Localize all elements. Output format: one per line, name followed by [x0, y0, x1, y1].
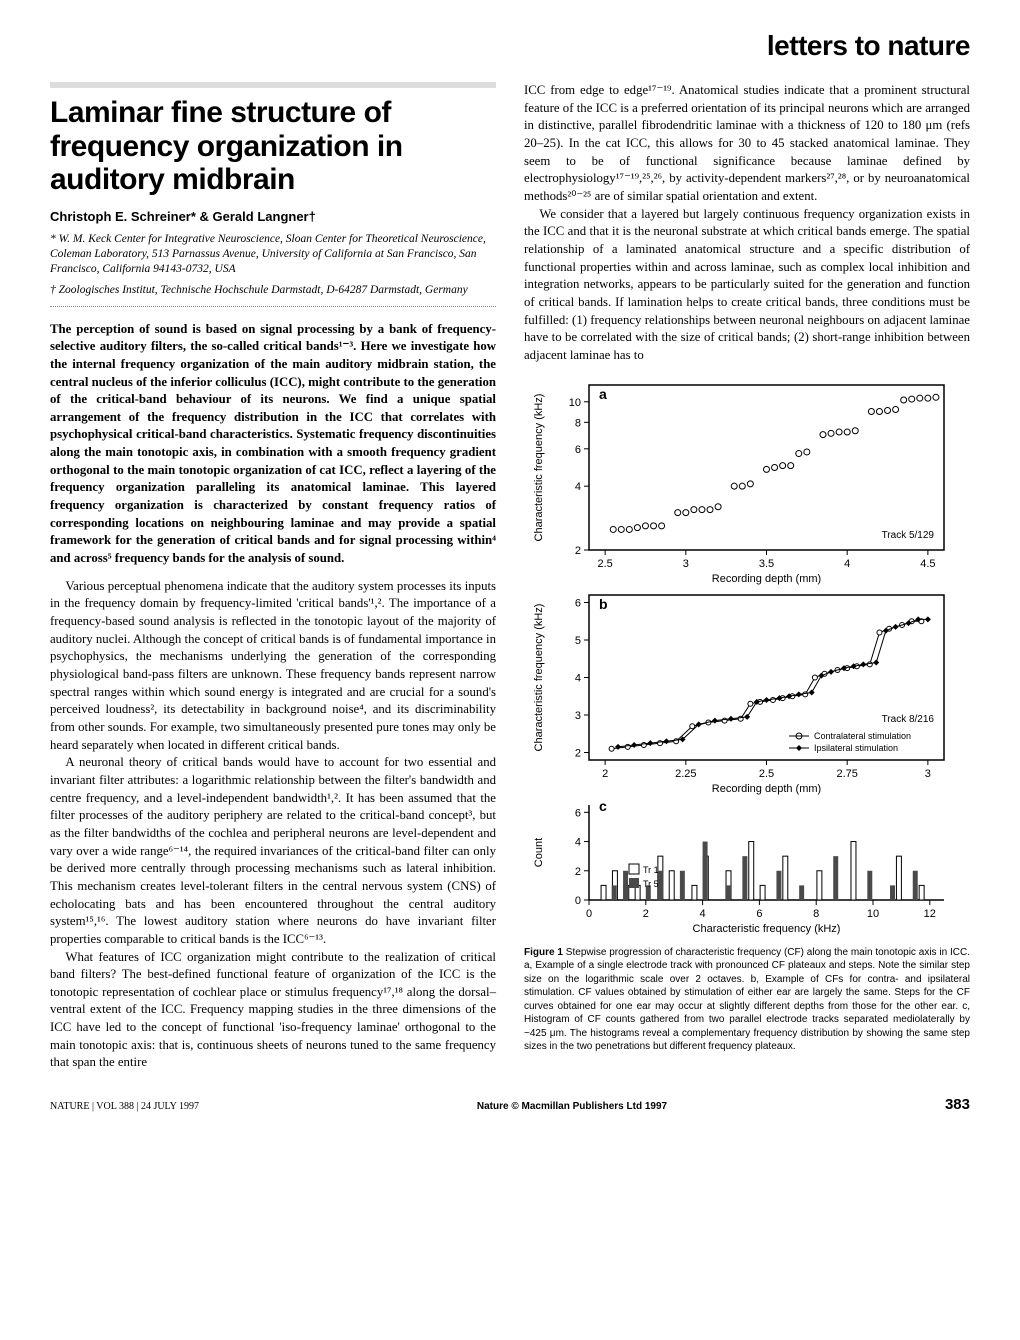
svg-text:2: 2 — [602, 768, 608, 780]
svg-text:0: 0 — [586, 908, 592, 920]
figure-1: a 2.5 3 3.5 4 4.5 2 4 6 8 10 Track 5/129 Characteris… — [524, 375, 970, 1054]
svg-text:10: 10 — [569, 396, 581, 408]
svg-text:b: b — [599, 596, 608, 612]
title-block: Laminar fine structure of frequency orga… — [50, 82, 496, 307]
svg-text:Tr 1: Tr 1 — [643, 865, 659, 875]
svg-text:4: 4 — [575, 836, 581, 848]
svg-text:2: 2 — [575, 865, 581, 877]
svg-text:2.5: 2.5 — [597, 558, 612, 570]
svg-text:8: 8 — [813, 908, 819, 920]
authors: Christoph E. Schreiner* & Gerald Langner… — [50, 209, 496, 224]
svg-text:Count: Count — [533, 837, 545, 866]
footer-left: NATURE | VOL 388 | 24 JULY 1997 — [50, 1101, 199, 1112]
svg-text:5: 5 — [575, 635, 581, 647]
svg-text:Track 5/129: Track 5/129 — [882, 530, 935, 541]
footer-right: 383 — [945, 1096, 970, 1113]
divider — [50, 306, 496, 307]
figure-caption-body: Stepwise progression of characteristic f… — [524, 947, 970, 1053]
footer-center: Nature © Macmillan Publishers Ltd 1997 — [477, 1101, 667, 1112]
paragraph-1: Various perceptual phenomena indicate th… — [50, 578, 496, 755]
svg-text:2: 2 — [575, 545, 581, 557]
left-column: Laminar fine structure of frequency orga… — [50, 82, 496, 1072]
svg-text:Recording depth (mm): Recording depth (mm) — [712, 573, 821, 585]
article-title: Laminar fine structure of frequency orga… — [50, 96, 496, 197]
figure-svg: a 2.5 3 3.5 4 4.5 2 4 6 8 10 Track 5/129 Characteris… — [524, 375, 964, 935]
svg-text:2: 2 — [643, 908, 649, 920]
svg-text:Tr 5: Tr 5 — [643, 879, 659, 889]
svg-text:Contralateral stimulation: Contralateral stimulation — [814, 731, 911, 741]
svg-text:c: c — [599, 798, 607, 814]
svg-text:4: 4 — [575, 481, 581, 493]
svg-text:Track 8/216: Track 8/216 — [882, 714, 935, 725]
svg-text:2.25: 2.25 — [675, 768, 696, 780]
svg-text:Recording depth (mm): Recording depth (mm) — [712, 783, 821, 795]
svg-text:4: 4 — [844, 558, 850, 570]
svg-text:6: 6 — [575, 597, 581, 609]
affiliation-1: * W. M. Keck Center for Integrative Neur… — [50, 232, 496, 277]
paragraph-3: What features of ICC organization might … — [50, 949, 496, 1073]
svg-text:4.5: 4.5 — [920, 558, 935, 570]
paragraph-5: We consider that a layered but largely c… — [524, 206, 970, 365]
svg-text:2.5: 2.5 — [759, 768, 774, 780]
svg-text:Characteristic frequency (kHz): Characteristic frequency (kHz) — [693, 923, 841, 935]
svg-text:6: 6 — [575, 807, 581, 819]
svg-text:8: 8 — [575, 417, 581, 429]
svg-text:3: 3 — [925, 768, 931, 780]
svg-text:2: 2 — [575, 747, 581, 759]
page-footer: NATURE | VOL 388 | 24 JULY 1997 Nature ©… — [50, 1096, 970, 1113]
svg-text:3: 3 — [683, 558, 689, 570]
svg-text:4: 4 — [700, 908, 706, 920]
svg-text:3.5: 3.5 — [759, 558, 774, 570]
abstract: The perception of sound is based on sign… — [50, 321, 496, 568]
svg-text:Characteristic frequency (kHz): Characteristic frequency (kHz) — [533, 603, 545, 751]
two-column-layout: Laminar fine structure of frequency orga… — [50, 82, 970, 1072]
paragraph-4: ICC from edge to edge¹⁷⁻¹⁹. Anatomical s… — [524, 82, 970, 206]
svg-text:6: 6 — [575, 443, 581, 455]
section-header: letters to nature — [50, 30, 970, 62]
svg-text:10: 10 — [867, 908, 879, 920]
svg-text:3: 3 — [575, 710, 581, 722]
affiliation-2: † Zoologisches Institut, Technische Hoch… — [50, 283, 496, 298]
svg-text:Characteristic frequency (kHz): Characteristic frequency (kHz) — [533, 393, 545, 541]
paragraph-2: A neuronal theory of critical bands woul… — [50, 754, 496, 948]
svg-text:2.75: 2.75 — [836, 768, 857, 780]
svg-text:6: 6 — [756, 908, 762, 920]
svg-text:Ipsilateral stimulation: Ipsilateral stimulation — [814, 743, 898, 753]
right-column: ICC from edge to edge¹⁷⁻¹⁹. Anatomical s… — [524, 82, 970, 1072]
svg-text:12: 12 — [924, 908, 936, 920]
figure-caption: Figure 1 Stepwise progression of charact… — [524, 946, 970, 1054]
svg-text:4: 4 — [575, 672, 581, 684]
svg-text:a: a — [599, 386, 607, 402]
figure-caption-lead: Figure 1 — [524, 947, 563, 958]
svg-text:0: 0 — [575, 895, 581, 907]
